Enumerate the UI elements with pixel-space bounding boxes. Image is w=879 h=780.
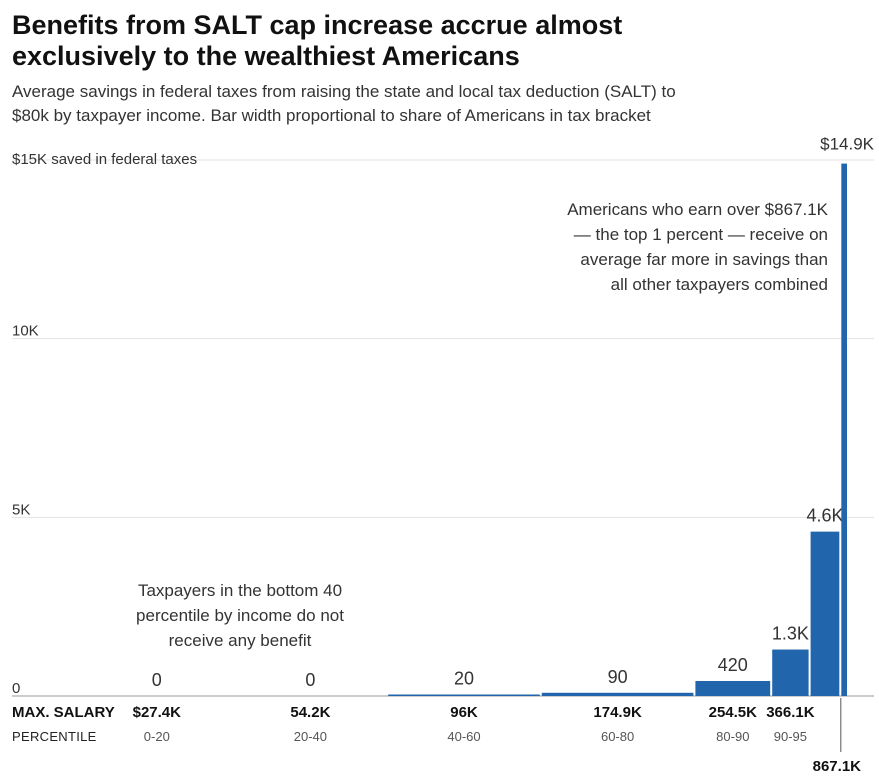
y-tick-label: $15K saved in federal taxes: [12, 151, 197, 168]
max-salary-header: MAX. SALARY: [12, 704, 115, 721]
bar-value-label: 20: [454, 669, 474, 689]
max-salary-label: 54.2K: [290, 704, 330, 721]
annotation-bottom-line: receive any benefit: [169, 631, 312, 650]
chart-title-line-2: exclusively to the wealthiest Americans: [12, 41, 520, 71]
max-salary-label: 366.1K: [766, 704, 815, 721]
bar: [388, 694, 540, 696]
bar-value-label: 90: [608, 667, 628, 687]
max-salary-label: 96K: [450, 704, 478, 721]
bar-value-label: 1.3K: [772, 624, 809, 644]
annotation-bottom-line: Taxpayers in the bottom 40: [138, 581, 342, 600]
percentile-label: 80-90: [716, 729, 749, 744]
max-salary-label: $27.4K: [133, 704, 182, 721]
chart-title: Benefits from SALT cap increase accrue a…: [12, 10, 872, 72]
chart-title-line-1: Benefits from SALT cap increase accrue a…: [12, 10, 623, 40]
y-tick-label: 0: [12, 680, 20, 697]
chart-subtitle-line-2: $80k by taxpayer income. Bar width propo…: [12, 106, 651, 125]
bar-value-label: 0: [152, 670, 162, 690]
y-tick-label: 5K: [12, 501, 30, 518]
max-salary-label: 867.1K: [813, 758, 862, 775]
max-salary-label: 254.5K: [709, 704, 758, 721]
annotation-top-line: — the top 1 percent — receive on: [574, 225, 828, 244]
bar: [841, 163, 847, 696]
percentile-label: 0-20: [144, 729, 170, 744]
annotation-top-line: Americans who earn over $867.1K: [567, 200, 828, 219]
bar: [810, 531, 840, 696]
percentile-label: 60-80: [601, 729, 634, 744]
y-tick-label: 10K: [12, 323, 39, 340]
percentile-label: 40-60: [447, 729, 480, 744]
percentile-header: PERCENTILE: [12, 729, 97, 744]
percentile-label: 20-40: [294, 729, 327, 744]
bar-value-label: 420: [718, 655, 748, 675]
bar-value-label: 0: [305, 670, 315, 690]
chart-subtitle-line-1: Average savings in federal taxes from ra…: [12, 82, 676, 101]
annotation-bottom-line: percentile by income do not: [136, 606, 344, 625]
bar: [695, 680, 771, 696]
max-salary-label: 174.9K: [593, 704, 642, 721]
annotation-top-line: average far more in savings than: [580, 250, 828, 269]
bar: [541, 692, 694, 696]
annotation-top-line: all other taxpayers combined: [611, 275, 828, 294]
bar: [772, 649, 809, 696]
chart-subtitle: Average savings in federal taxes from ra…: [12, 80, 872, 128]
bar-value-label: $14.9K: [820, 135, 875, 154]
percentile-label: 90-95: [774, 729, 807, 744]
bar-value-label: 4.6K: [806, 506, 843, 526]
